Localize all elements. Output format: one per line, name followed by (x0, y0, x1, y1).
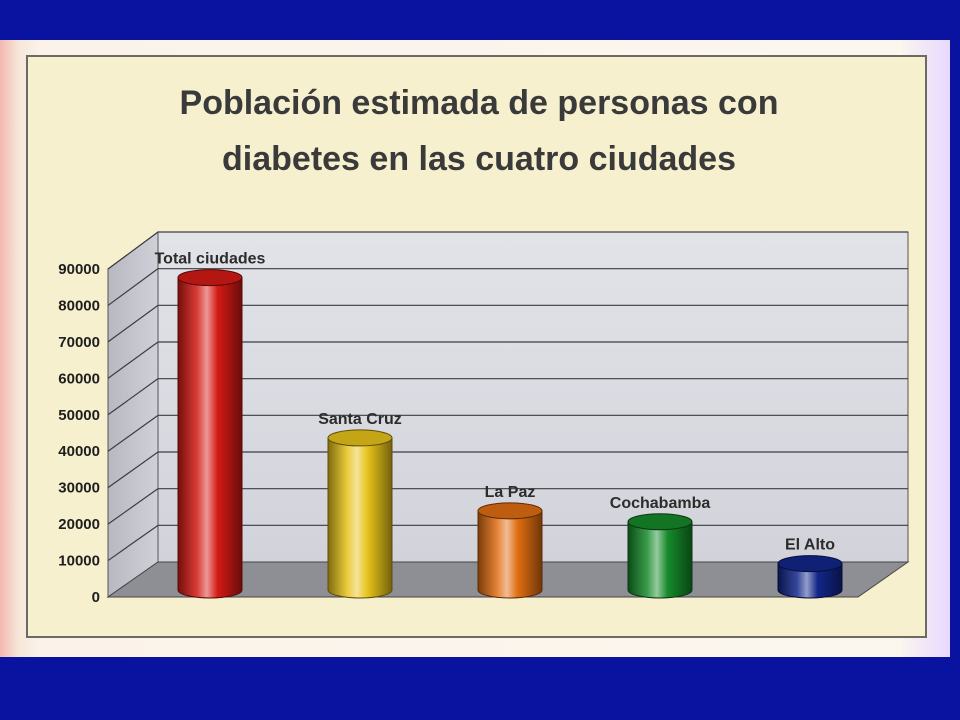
gridline-side (107, 414, 159, 452)
y-tick-label: 60000 (58, 370, 100, 387)
bar-top (327, 429, 393, 447)
bar (477, 510, 543, 599)
y-tick-label: 40000 (58, 443, 100, 460)
y-tick-label: 90000 (58, 261, 100, 278)
bar-label: Santa Cruz (318, 411, 402, 428)
y-tick-label: 70000 (58, 334, 100, 351)
chart: Población estimada de personas con diabe… (58, 84, 910, 606)
bar-top (777, 555, 843, 573)
gridline-side (107, 268, 159, 306)
gridline-side (107, 231, 159, 270)
chart-panel: Población estimada de personas con diabe… (26, 55, 927, 638)
bar (777, 563, 843, 599)
gridline-side (107, 451, 159, 489)
y-tick-label: 0 (92, 589, 100, 606)
chart-title-line-2: diabetes en las cuatro ciudades (222, 140, 736, 178)
slide-footer-band (0, 657, 960, 720)
y-tick-label: 80000 (58, 297, 100, 314)
bar-label: La Paz (485, 484, 536, 501)
y-tick-label: 30000 (58, 480, 100, 497)
data-labels: Total ciudades Santa Cruz La Paz Cochabamba… (155, 251, 836, 554)
gridline-side (107, 524, 159, 562)
bar (627, 521, 693, 599)
bar (177, 277, 243, 599)
bars (177, 269, 843, 599)
bar (327, 437, 393, 599)
bar-label: El Alto (785, 537, 835, 554)
slide-edge (950, 40, 960, 657)
gridlines (107, 231, 908, 562)
gridline-side (107, 304, 159, 343)
y-tick-label: 50000 (58, 407, 100, 424)
bar-top (627, 513, 693, 531)
gridline-side (107, 488, 159, 525)
bar-top (177, 269, 243, 287)
y-tick-label: 10000 (58, 553, 100, 570)
bar-label: Cochabamba (610, 495, 711, 512)
bar-top (477, 502, 543, 520)
gridline-side (107, 378, 159, 416)
y-axis-ticks: 0 10000 20000 30000 40000 50000 60000 70000 8000… (58, 261, 100, 606)
bar-label: Total ciudades (155, 251, 266, 268)
chart-title-line-1: Población estimada de personas con (180, 84, 779, 122)
gridline-side (107, 341, 159, 379)
y-tick-label: 20000 (58, 516, 100, 533)
